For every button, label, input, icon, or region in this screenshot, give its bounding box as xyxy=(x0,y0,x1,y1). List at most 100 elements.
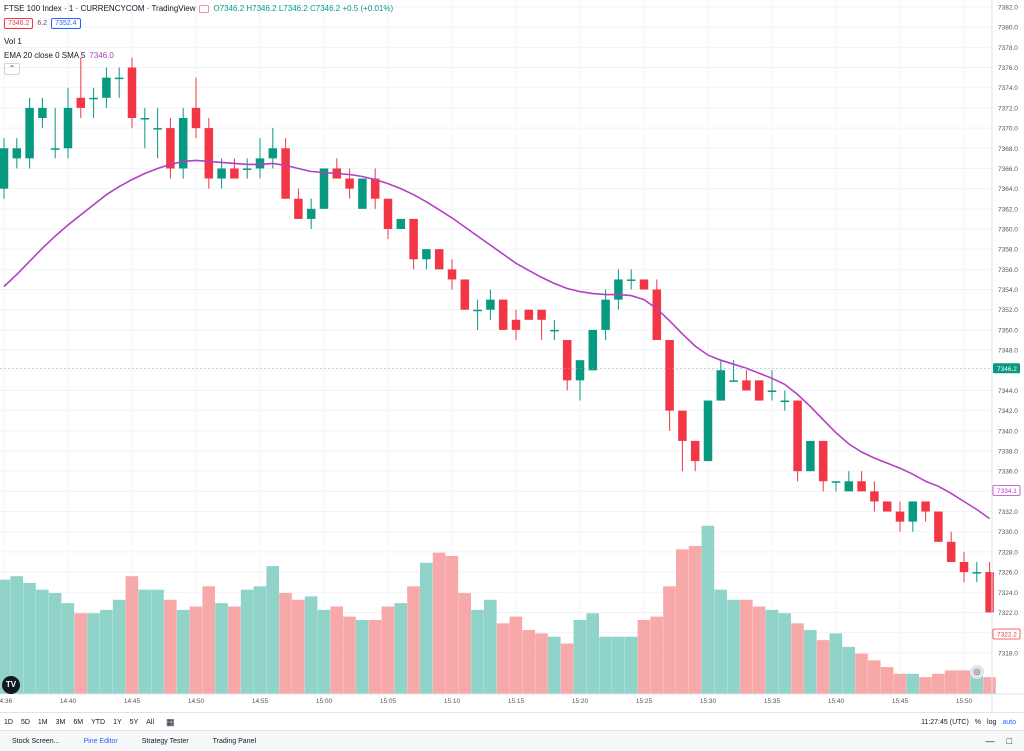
candle-body xyxy=(614,279,623,300)
bottom-panel-tabs: Stock Screen... Pine Editor Strategy Tes… xyxy=(0,730,1024,751)
candle-body xyxy=(127,67,137,118)
candle-body xyxy=(870,491,879,502)
minimize-icon[interactable]: — xyxy=(985,736,995,746)
volume-bar xyxy=(36,589,49,694)
volume-bar xyxy=(970,673,983,694)
candle xyxy=(793,400,802,482)
price-tick-label: 7362.0 xyxy=(998,206,1018,213)
price-tags: 7346.2 7334.1 7322.2 xyxy=(992,363,1021,640)
candle xyxy=(76,57,86,118)
candle-body xyxy=(281,148,290,199)
volume-bar xyxy=(509,616,523,694)
volume-bar xyxy=(842,646,855,694)
volume-bar xyxy=(138,589,151,694)
candle-body xyxy=(12,148,22,159)
auto-toggle[interactable]: auto xyxy=(1002,718,1016,726)
volume-bar xyxy=(445,556,459,694)
candle xyxy=(434,249,444,270)
candle-body xyxy=(575,360,585,381)
volume-bar xyxy=(957,670,971,694)
candle-body xyxy=(818,440,828,482)
tab-stock-screener[interactable]: Stock Screen... xyxy=(12,737,60,745)
volume-bar xyxy=(599,636,612,694)
volume-series xyxy=(0,525,996,694)
candle xyxy=(870,481,879,512)
symbol-title[interactable]: FTSE 100 Index · 1 · CURRENCYCOM · Tradi… xyxy=(4,4,196,13)
candle-body xyxy=(678,410,687,441)
volume-indicator-label[interactable]: Vol 1 xyxy=(4,37,22,46)
candle-body xyxy=(358,178,367,209)
buy-button[interactable]: 7352.4 xyxy=(51,18,81,29)
last-price-tag xyxy=(993,363,1020,374)
tab-trading-panel[interactable]: Trading Panel xyxy=(212,737,256,745)
range-5d[interactable]: 5D xyxy=(20,718,30,726)
candle-body xyxy=(780,400,790,403)
candle xyxy=(601,289,610,340)
log-toggle[interactable]: log xyxy=(987,718,997,726)
candle xyxy=(754,380,764,401)
range-ytd[interactable]: YTD xyxy=(91,718,106,726)
time-tick-label: 14:50 xyxy=(188,698,205,705)
ema-line xyxy=(3,159,991,520)
candle xyxy=(38,97,47,129)
range-3m[interactable]: 3M xyxy=(55,718,66,726)
calendar-range-icon[interactable]: ▦ xyxy=(166,716,175,727)
volume-bar xyxy=(688,545,702,694)
ema-indicator-label[interactable]: EMA 20 close 0 SMA 5 xyxy=(4,51,86,60)
range-1y[interactable]: 1Y xyxy=(113,718,122,726)
percent-toggle[interactable]: % xyxy=(974,718,982,726)
candle-body xyxy=(844,481,854,492)
volume-bar xyxy=(868,660,881,694)
time-tick-label: 15:10 xyxy=(444,698,461,705)
candle xyxy=(294,188,303,219)
candle xyxy=(281,138,290,199)
candle xyxy=(626,269,636,290)
candle xyxy=(678,410,687,472)
range-1d[interactable]: 1D xyxy=(4,718,13,726)
scroll-to-realtime-icon[interactable]: ◎ xyxy=(970,665,984,679)
volume-bar xyxy=(983,677,996,694)
price-tick-label: 7344.0 xyxy=(998,388,1018,395)
market-status-icon xyxy=(199,4,210,13)
tab-pine-editor[interactable]: Pine Editor xyxy=(83,737,118,745)
volume-bar xyxy=(484,599,497,694)
clock-time[interactable]: 11:27:45 (UTC) xyxy=(921,718,969,726)
candle-body xyxy=(486,299,495,310)
volume-bar xyxy=(765,609,779,694)
candle xyxy=(857,471,866,492)
candle-body xyxy=(63,107,73,149)
range-all[interactable]: All xyxy=(146,718,155,726)
plot-area[interactable] xyxy=(0,0,992,694)
candle xyxy=(703,400,713,462)
price-tick-label: 7350.0 xyxy=(998,327,1018,334)
volume-bar xyxy=(215,603,228,694)
collapse-legend-icon[interactable]: ⌃ xyxy=(4,62,20,75)
candle xyxy=(370,168,380,209)
maximize-icon[interactable]: □ xyxy=(1006,736,1012,746)
candle xyxy=(89,87,98,118)
candle xyxy=(946,531,956,562)
price-axis[interactable]: 7382.0 7380.0 7378.0 7376.0 7374.0 7372.0 7370… xyxy=(998,5,1018,658)
volume-bar xyxy=(420,562,433,694)
range-1m[interactable]: 1M xyxy=(37,718,48,726)
price-tick-label: 7328.0 xyxy=(998,549,1018,556)
candle-body xyxy=(140,118,150,120)
candle xyxy=(460,279,470,310)
candle xyxy=(153,107,162,159)
sell-button[interactable]: 7346.2 xyxy=(4,18,34,29)
candle xyxy=(818,440,828,492)
time-tick-label: 14:40 xyxy=(60,698,77,705)
range-6m[interactable]: 6M xyxy=(73,718,84,726)
tradingview-logo[interactable]: TV xyxy=(2,676,20,694)
volume-bar xyxy=(330,606,343,694)
candle-body xyxy=(370,178,380,199)
chart-canvas[interactable]: 7382.0 7380.0 7378.0 7376.0 7374.0 7372.0 7370… xyxy=(0,0,1024,712)
range-5y[interactable]: 5Y xyxy=(129,718,139,726)
ema-price-tag-label: 7334.1 xyxy=(997,488,1017,495)
candle xyxy=(0,138,9,199)
volume-bar xyxy=(61,603,75,694)
time-axis[interactable]: 14:36 14:40 14:45 14:50 14:55 15:00 15:05 15:10… xyxy=(0,698,973,705)
tab-strategy-tester[interactable]: Strategy Tester xyxy=(141,737,189,745)
candle-body xyxy=(255,158,265,169)
price-tick-label: 7336.0 xyxy=(998,469,1018,476)
